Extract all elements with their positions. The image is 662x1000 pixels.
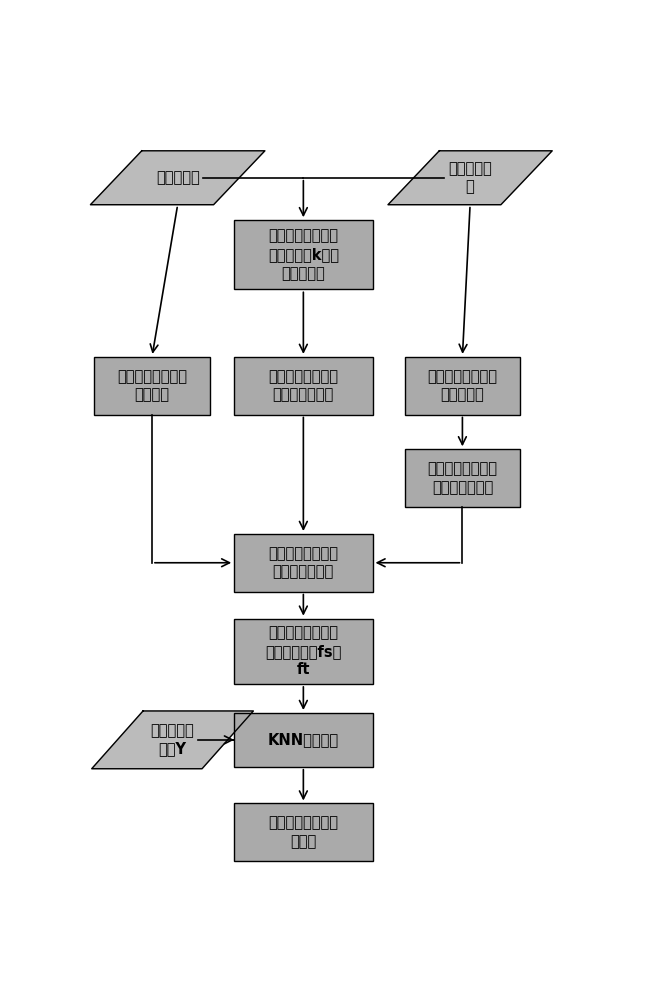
Bar bbox=[404, 449, 520, 507]
Bar bbox=[404, 357, 520, 415]
Bar bbox=[234, 713, 373, 767]
Text: 计算目标时相的测
地距离矩阵: 计算目标时相的测 地距离矩阵 bbox=[428, 369, 497, 402]
Text: 输出目标时相数据
的标签: 输出目标时相数据 的标签 bbox=[268, 815, 338, 849]
Bar bbox=[234, 534, 373, 592]
Text: 目标时相数
据: 目标时相数 据 bbox=[448, 161, 492, 195]
Text: 计算源时相的测地
距离矩阵: 计算源时相的测地 距离矩阵 bbox=[117, 369, 187, 402]
Text: 计算空谱距离矩阵
选择最近的k个点
作为数据对: 计算空谱距离矩阵 选择最近的k个点 作为数据对 bbox=[268, 229, 339, 281]
Text: 调整目标时相测地
距离矩阵的尺度: 调整目标时相测地 距离矩阵的尺度 bbox=[428, 461, 497, 495]
Text: KNN分类模型: KNN分类模型 bbox=[268, 732, 339, 747]
Bar bbox=[234, 803, 373, 861]
Text: 源时相数据
标签Y: 源时相数据 标签Y bbox=[151, 723, 195, 757]
Bar bbox=[234, 220, 373, 289]
Polygon shape bbox=[92, 711, 254, 769]
Text: 源时相和目标时相
对准后的数据fs和
ft: 源时相和目标时相 对准后的数据fs和 ft bbox=[265, 625, 342, 677]
Text: 计算源时相和目标
时相的距离矩阵: 计算源时相和目标 时相的距离矩阵 bbox=[268, 369, 338, 402]
Text: 保持全局几何结构
的流形对准模型: 保持全局几何结构 的流形对准模型 bbox=[268, 546, 338, 580]
Bar bbox=[234, 357, 373, 415]
Bar bbox=[234, 619, 373, 684]
Polygon shape bbox=[91, 151, 265, 205]
Polygon shape bbox=[388, 151, 552, 205]
Text: 源时相数据: 源时相数据 bbox=[156, 170, 199, 185]
Bar bbox=[94, 357, 210, 415]
